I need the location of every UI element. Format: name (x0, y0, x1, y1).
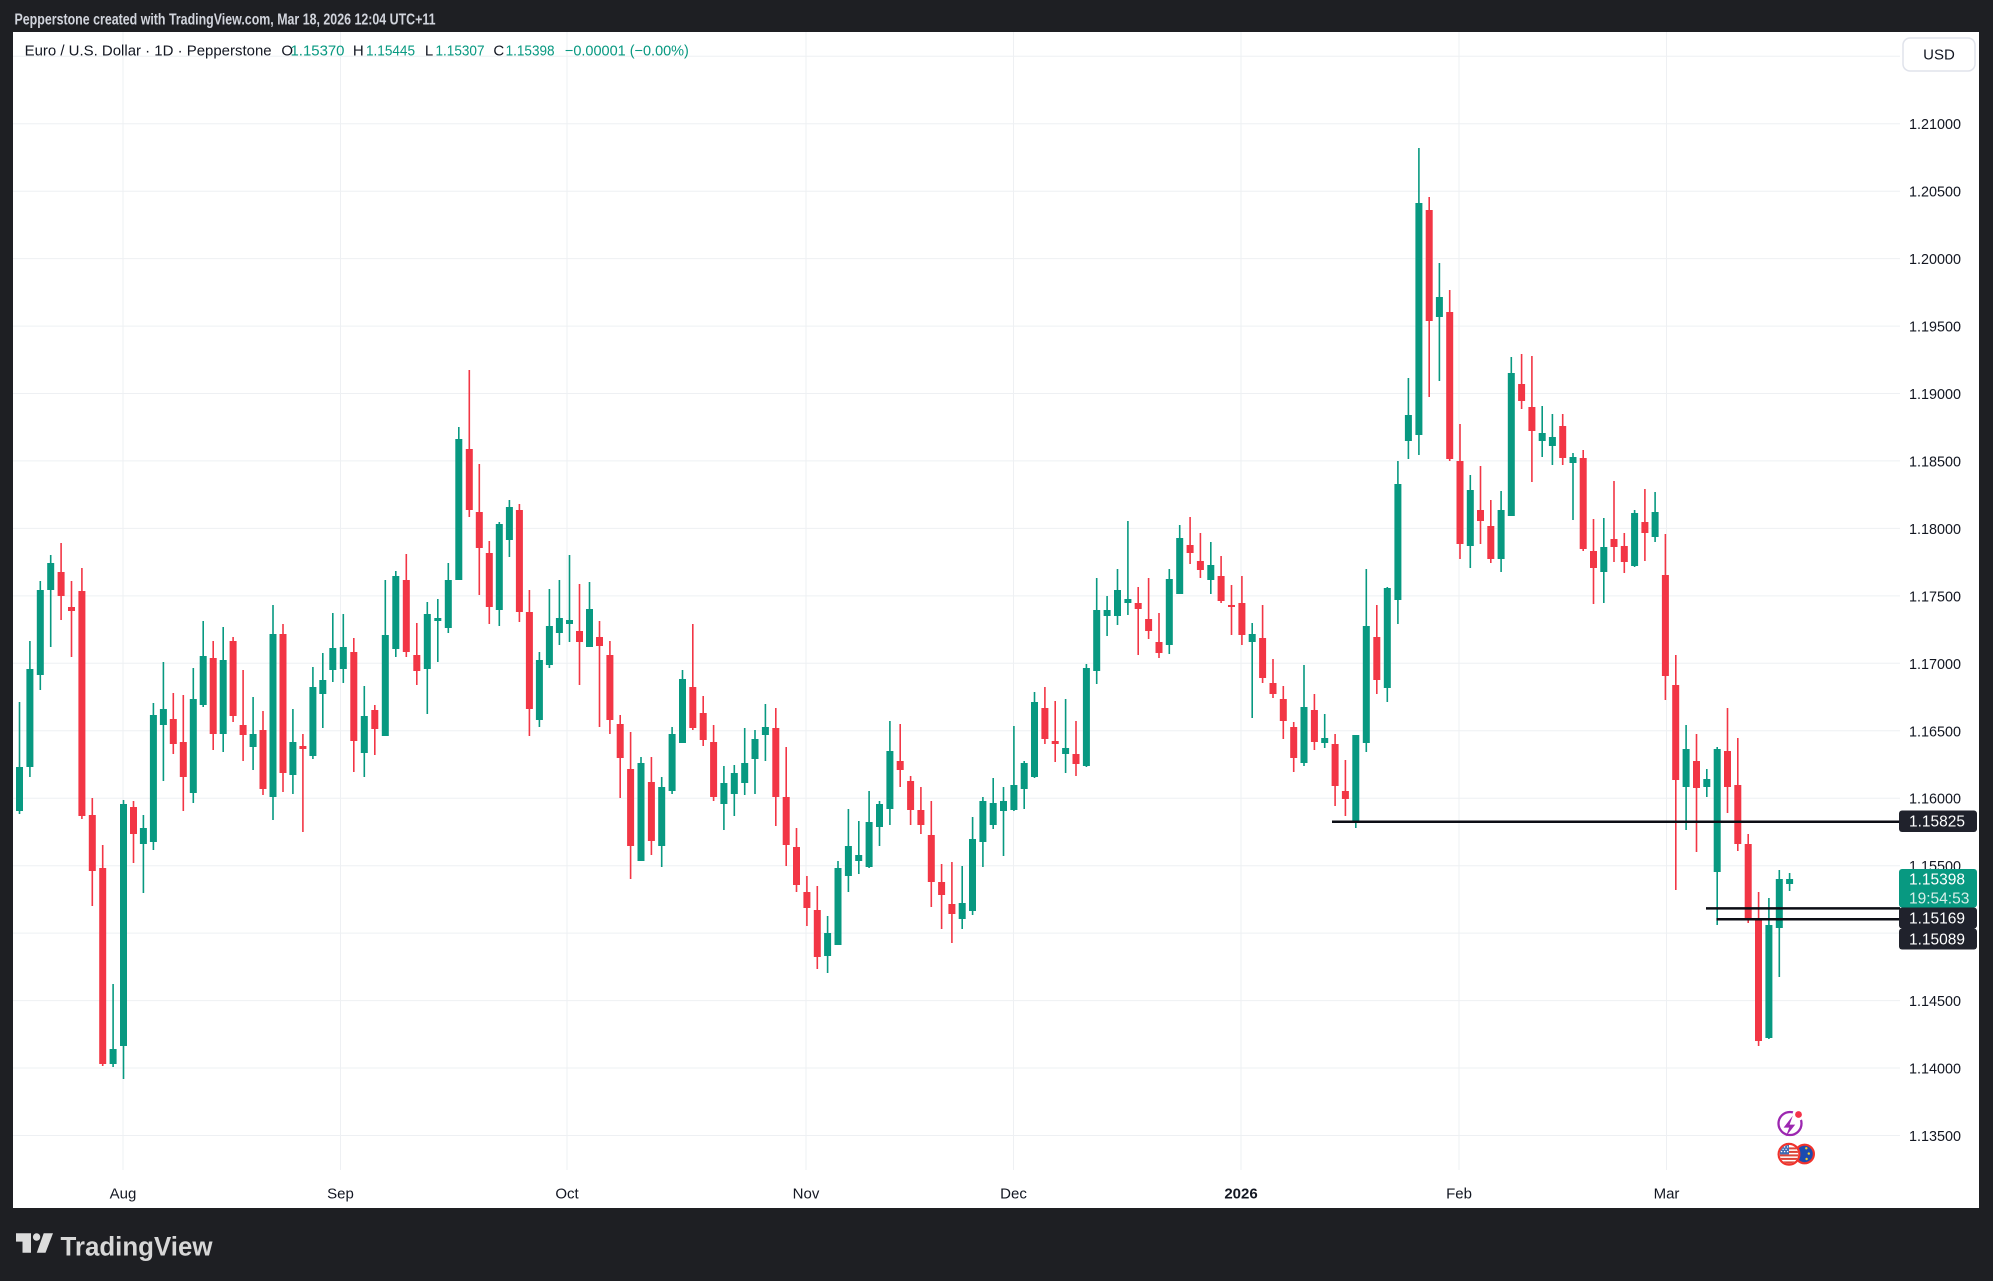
svg-text:1.15825: 1.15825 (1909, 814, 1965, 831)
svg-text:Feb: Feb (1446, 1186, 1472, 1203)
svg-text:Euro / U.S. Dollar · 1D · Pepp: Euro / U.S. Dollar · 1D · Pepperstone (25, 43, 272, 60)
svg-text:19:54:53: 19:54:53 (1909, 891, 1969, 908)
svg-text:C: C (493, 43, 504, 60)
svg-text:1.16500: 1.16500 (1909, 723, 1961, 740)
svg-text:1.18500: 1.18500 (1909, 453, 1961, 470)
svg-text:1.15169: 1.15169 (1909, 911, 1965, 928)
svg-text:1.15089: 1.15089 (1909, 932, 1965, 949)
svg-text:Aug: Aug (110, 1186, 137, 1203)
svg-text:1.14000: 1.14000 (1909, 1061, 1961, 1078)
svg-text:1.17500: 1.17500 (1909, 588, 1961, 605)
svg-text:1.15307: 1.15307 (436, 43, 485, 60)
svg-text:Dec: Dec (1000, 1186, 1027, 1203)
svg-text:1.14500: 1.14500 (1909, 993, 1961, 1010)
svg-text:1.15398: 1.15398 (1909, 872, 1965, 889)
svg-text:1.13500: 1.13500 (1909, 1128, 1961, 1145)
svg-text:Pepperstone created with Tradi: Pepperstone created with TradingView.com… (15, 12, 436, 29)
svg-text:USD: USD (1923, 47, 1955, 64)
svg-text:1.15398: 1.15398 (506, 43, 555, 60)
svg-text:Oct: Oct (555, 1186, 579, 1203)
svg-text:O: O (281, 43, 293, 60)
svg-text:1.20500: 1.20500 (1909, 184, 1961, 201)
svg-text:L: L (425, 43, 433, 60)
svg-text:H: H (353, 43, 364, 60)
svg-text:2026: 2026 (1224, 1186, 1257, 1203)
svg-text:Mar: Mar (1654, 1186, 1680, 1203)
svg-text:1.19000: 1.19000 (1909, 386, 1961, 403)
svg-text:Sep: Sep (327, 1186, 354, 1203)
svg-text:1.20000: 1.20000 (1909, 251, 1961, 268)
svg-text:Nov: Nov (793, 1186, 820, 1203)
svg-text:1.15445: 1.15445 (366, 43, 415, 60)
svg-text:1.15370: 1.15370 (291, 43, 345, 60)
svg-text:1.19500: 1.19500 (1909, 319, 1961, 336)
svg-text:1.18000: 1.18000 (1909, 521, 1961, 538)
svg-text:TradingView: TradingView (61, 1232, 213, 1262)
svg-text:−0.00001 (−0.00%): −0.00001 (−0.00%) (565, 43, 689, 60)
svg-text:1.17000: 1.17000 (1909, 656, 1961, 673)
svg-text:1.16000: 1.16000 (1909, 791, 1961, 808)
svg-text:1.21000: 1.21000 (1909, 116, 1961, 133)
